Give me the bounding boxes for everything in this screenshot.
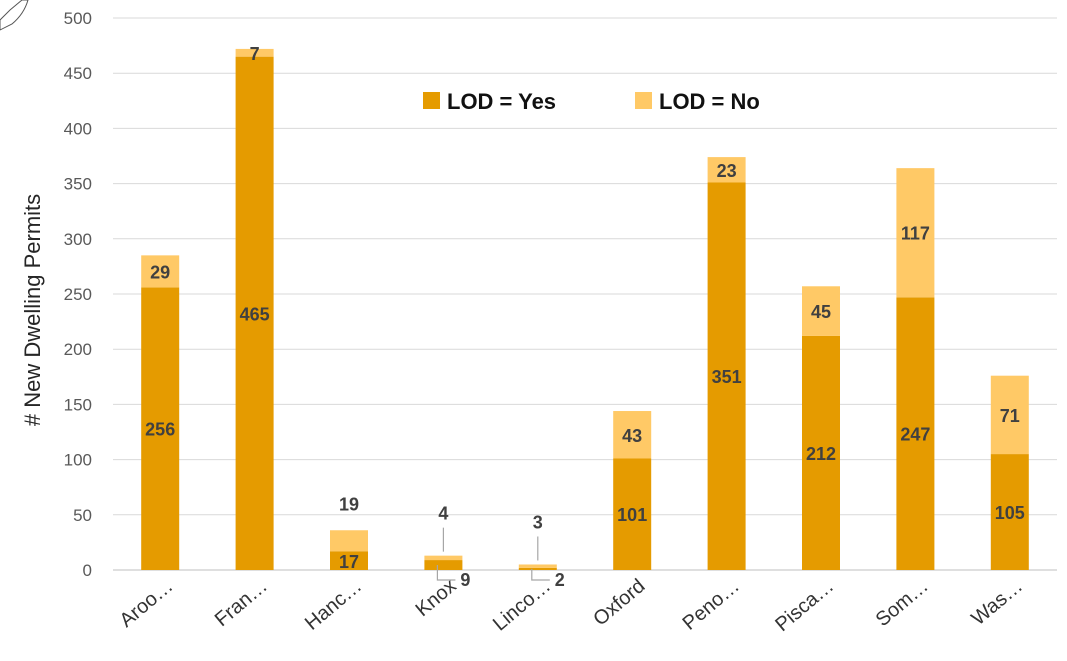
y-tick-label: 400 bbox=[64, 119, 92, 138]
y-tick-label: 100 bbox=[64, 451, 92, 470]
legend-label: LOD = Yes bbox=[447, 89, 556, 114]
bars bbox=[141, 48, 1029, 570]
data-label-lod-no: 7 bbox=[250, 44, 260, 64]
bar-segment-lod-no bbox=[235, 48, 274, 57]
bar-segment-lod-yes bbox=[235, 56, 274, 570]
y-tick-label: 200 bbox=[64, 340, 92, 359]
x-tick-label: Was… bbox=[967, 575, 1027, 630]
data-label-lod-no: 19 bbox=[339, 494, 359, 514]
leader-line bbox=[531, 568, 550, 581]
bar-segment-lod-no bbox=[518, 564, 557, 568]
y-tick-label: 350 bbox=[64, 175, 92, 194]
x-axis: Aroo… Fran… Hanc… Knox Linco… Oxford Peno… Pisc… bbox=[116, 575, 1027, 636]
x-tick-label: Linco… bbox=[489, 575, 555, 635]
legend-label: LOD = No bbox=[659, 89, 760, 114]
bar-segment-lod-yes bbox=[613, 458, 652, 570]
legend-swatch bbox=[423, 92, 440, 109]
bar-segment-lod-yes bbox=[707, 182, 746, 570]
y-tick-label: 150 bbox=[64, 395, 92, 414]
y-tick-label: 450 bbox=[64, 64, 92, 83]
bar-segment-lod-no bbox=[990, 375, 1029, 455]
y-tick-label: 50 bbox=[73, 506, 92, 525]
data-label-lod-yes: 17 bbox=[339, 552, 359, 572]
y-axis-title: # New Dwelling Permits bbox=[20, 194, 45, 426]
data-label-lod-no: 4 bbox=[438, 504, 448, 524]
data-label-lod-no: 45 bbox=[811, 302, 831, 322]
x-tick-label: Aroo… bbox=[116, 575, 178, 632]
data-label-lod-no: 3 bbox=[533, 512, 543, 532]
x-tick-label: Oxford bbox=[589, 575, 649, 630]
data-label-lod-no: 23 bbox=[717, 161, 737, 181]
data-label-lod-no: 117 bbox=[901, 224, 930, 244]
bar-segment-lod-no bbox=[802, 286, 840, 336]
bar-segment-lod-no bbox=[707, 157, 746, 183]
bar-segment-lod-yes bbox=[518, 567, 557, 570]
data-label-lod-yes: 2 bbox=[555, 570, 565, 590]
x-tick-label: Som… bbox=[872, 575, 933, 631]
bar-segment-lod-yes bbox=[141, 287, 180, 570]
bar-segment-lod-no bbox=[896, 168, 935, 298]
y-tick-label: 300 bbox=[64, 230, 92, 249]
data-label-lod-yes: 101 bbox=[617, 505, 647, 525]
data-label-lod-no: 43 bbox=[622, 426, 642, 446]
bar-segment-lod-yes bbox=[802, 335, 840, 570]
y-tick-label: 250 bbox=[64, 285, 92, 304]
data-label-lod-yes: 256 bbox=[145, 420, 175, 440]
data-label-lod-no: 29 bbox=[150, 262, 170, 282]
data-label-lod-yes: 105 bbox=[995, 503, 1025, 523]
bar-segment-lod-yes bbox=[424, 560, 463, 570]
x-tick-label: Fran… bbox=[211, 575, 272, 631]
bar-segment-lod-yes bbox=[330, 551, 368, 570]
bar-segment-lod-yes bbox=[990, 454, 1029, 570]
data-label-lod-yes: 465 bbox=[240, 304, 270, 324]
y-tick-label: 0 bbox=[83, 561, 92, 580]
legend: LOD = Yes LOD = No bbox=[423, 89, 760, 114]
y-tick-label: 500 bbox=[64, 9, 92, 28]
x-tick-label: Pisca… bbox=[771, 575, 838, 636]
legend-swatch bbox=[635, 92, 652, 109]
x-tick-label: Hanc… bbox=[301, 575, 366, 635]
bar-segment-lod-no bbox=[613, 411, 652, 459]
bar-segment-lod-no bbox=[141, 255, 180, 288]
data-label-lod-no: 71 bbox=[1000, 406, 1020, 426]
corner-decoration bbox=[0, 0, 29, 31]
bar-segment-lod-no bbox=[424, 555, 463, 561]
x-tick-label: Knox bbox=[412, 575, 461, 621]
bar-segment-lod-no bbox=[330, 530, 368, 552]
data-label-lod-yes: 212 bbox=[806, 444, 836, 464]
y-axis: 0 50 100 150 200 250 300 350 400 450 500 bbox=[64, 9, 92, 580]
leader-line bbox=[436, 565, 456, 581]
x-tick-label: Peno… bbox=[679, 575, 744, 635]
bar-segment-lod-yes bbox=[896, 297, 935, 570]
data-label-lod-yes: 247 bbox=[900, 425, 930, 445]
data-label-lod-yes: 9 bbox=[460, 570, 470, 590]
data-label-lod-yes: 351 bbox=[712, 367, 742, 387]
